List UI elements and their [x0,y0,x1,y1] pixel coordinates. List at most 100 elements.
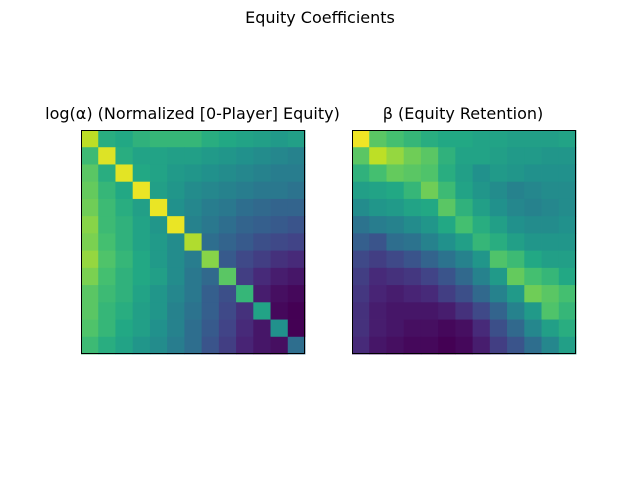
heatmap-cell-r3-c12 [287,181,306,200]
heatmap-cell-r3-c0 [81,181,99,200]
heatmap-cell-r12-c8 [218,336,237,355]
heatmap-cell-r8-c5 [438,267,456,286]
heatmap-cell-r0-c1 [369,130,387,148]
heatmap-cell-r9-c2 [386,285,405,303]
heatmap-cell-r5-c3 [403,216,422,234]
heatmap-cell-r6-c9 [507,233,525,252]
heatmap-cell-r5-c8 [218,216,237,234]
heatmap-cell-r1-c8 [489,147,508,165]
heatmap-cell-r9-c10 [524,285,542,303]
heatmap-cell-r8-c8 [489,267,508,286]
heatmap-cell-r4-c10 [253,198,271,217]
heatmap-cell-r12-c7 [472,336,491,355]
heatmap-cell-r2-c6 [455,164,474,183]
heatmap-cell-r0-c12 [558,130,577,148]
heatmap-cell-r7-c6 [184,250,203,269]
heatmap-cell-r1-c1 [369,147,387,165]
heatmap-cell-r10-c6 [455,302,474,320]
heatmap-cell-r6-c0 [352,233,370,252]
heatmap-cell-r6-c10 [524,233,542,252]
heatmap-cell-r1-c7 [201,147,220,165]
heatmap-cell-r12-c11 [270,336,289,355]
heatmap-cell-r10-c1 [98,302,116,320]
heatmap-cell-r0-c9 [507,130,525,148]
heatmap-cell-r1-c1 [98,147,116,165]
heatmap-cell-r0-c8 [218,130,237,148]
heatmap-cell-r2-c7 [472,164,491,183]
heatmap-cell-r7-c1 [369,250,387,269]
heatmap-cell-r10-c6 [184,302,203,320]
heatmap-cell-r5-c7 [201,216,220,234]
heatmap-cell-r9-c0 [352,285,370,303]
heatmap-cell-r7-c3 [132,250,151,269]
heatmap-cell-r12-c5 [438,336,456,355]
heatmap-cell-r5-c2 [386,216,405,234]
heatmap-cell-r4-c9 [507,198,525,217]
heatmap-cell-r8-c12 [287,267,306,286]
heatmap-cell-r6-c0 [81,233,99,252]
heatmap-alpha [81,130,306,355]
heatmap-cell-r10-c11 [270,302,289,320]
heatmap-cell-r8-c11 [270,267,289,286]
heatmap-cell-r7-c11 [270,250,289,269]
heatmap-cell-r2-c1 [369,164,387,183]
heatmap-cell-r4-c11 [270,198,289,217]
heatmap-cell-r10-c9 [236,302,254,320]
heatmap-cell-r5-c6 [184,216,203,234]
heatmap-cell-r9-c9 [236,285,254,303]
heatmap-cell-r5-c0 [352,216,370,234]
heatmap-cell-r2-c10 [253,164,271,183]
heatmap-cell-r11-c8 [489,319,508,338]
heatmap-cell-r9-c6 [184,285,203,303]
heatmap-cell-r12-c3 [403,336,422,355]
heatmap-cell-r0-c2 [386,130,405,148]
heatmap-cell-r12-c0 [81,336,99,355]
heatmap-cell-r12-c11 [541,336,560,355]
heatmap-cell-r4-c8 [218,198,237,217]
heatmap-cell-r3-c12 [558,181,577,200]
heatmap-cell-r8-c1 [98,267,116,286]
heatmap-cell-r1-c0 [352,147,370,165]
heatmap-cell-r2-c0 [352,164,370,183]
heatmap-cell-r5-c7 [472,216,491,234]
heatmap-cell-r1-c2 [115,147,134,165]
heatmap-cell-r4-c3 [403,198,422,217]
heatmap-cell-r11-c5 [438,319,456,338]
heatmap-cell-r10-c3 [403,302,422,320]
heatmap-cell-r5-c10 [253,216,271,234]
heatmap-cell-r6-c5 [438,233,456,252]
heatmap-cell-r11-c2 [386,319,405,338]
heatmap-cell-r8-c4 [420,267,439,286]
figure-title: Equity Coefficients [245,8,395,27]
heatmap-cell-r5-c5 [438,216,456,234]
heatmap-cell-r12-c9 [507,336,525,355]
heatmap-cell-r4-c9 [236,198,254,217]
heatmap-cell-r3-c1 [98,181,116,200]
heatmap-cell-r7-c9 [507,250,525,269]
heatmap-cell-r7-c10 [253,250,271,269]
heatmap-cell-r0-c4 [149,130,168,148]
heatmap-cell-r2-c3 [132,164,151,183]
heatmap-cell-r0-c7 [472,130,491,148]
heatmap-cell-r12-c7 [201,336,220,355]
heatmap-cell-r1-c10 [524,147,542,165]
heatmap-cell-r3-c9 [236,181,254,200]
heatmap-cell-r6-c8 [218,233,237,252]
heatmap-cell-r11-c9 [236,319,254,338]
heatmap-cell-r11-c11 [541,319,560,338]
heatmap-cell-r9-c5 [438,285,456,303]
heatmap-cell-r1-c4 [420,147,439,165]
heatmap-cell-r7-c4 [149,250,168,269]
heatmap-frame [81,130,305,354]
heatmap-cell-r4-c2 [115,198,134,217]
heatmap-cell-r7-c0 [352,250,370,269]
heatmap-cell-r7-c5 [438,250,456,269]
heatmap-cell-r8-c6 [184,267,203,286]
heatmap-cell-r4-c8 [489,198,508,217]
heatmap-cell-r0-c10 [524,130,542,148]
heatmap-cell-r1-c5 [167,147,185,165]
heatmap-cell-r1-c9 [507,147,525,165]
heatmap-cell-r11-c11 [270,319,289,338]
heatmap-cell-r1-c9 [236,147,254,165]
heatmap-cell-r12-c9 [236,336,254,355]
